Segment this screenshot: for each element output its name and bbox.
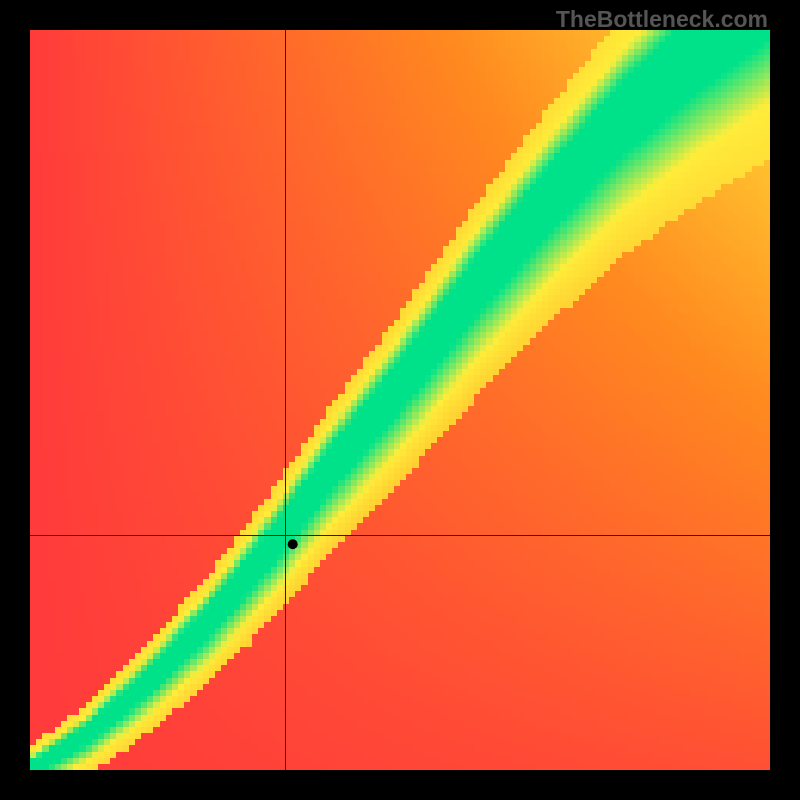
heatmap-plot <box>30 30 770 770</box>
watermark-label: TheBottleneck.com <box>556 6 768 33</box>
heatmap-canvas <box>30 30 770 770</box>
chart-container: TheBottleneck.com <box>0 0 800 800</box>
